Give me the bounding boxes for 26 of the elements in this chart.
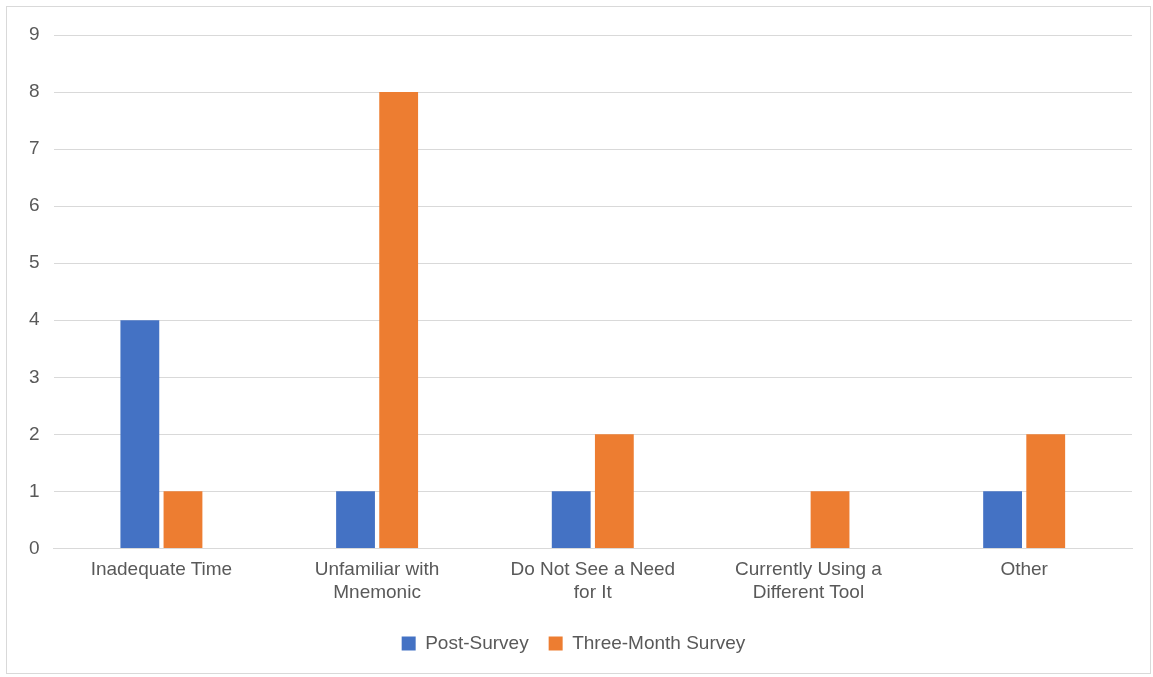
y-tick-label: 7 (28, 137, 40, 159)
y-tick-label: 3 (28, 365, 40, 387)
y-tick-label: 9 (28, 23, 40, 45)
y-tick-label: 4 (28, 308, 40, 330)
x-tick-label: Other (1000, 558, 1049, 580)
bar (1026, 434, 1066, 548)
legend-label: Post-Survey (425, 631, 530, 653)
bar (594, 434, 634, 548)
x-tick-label: Inadequate Time (90, 558, 233, 580)
y-tick-label: 2 (28, 422, 40, 444)
y-tick-label: 5 (28, 251, 40, 273)
bar (551, 491, 591, 548)
legend-label: Three-Month Survey (572, 631, 746, 653)
y-tick-label: 8 (28, 80, 40, 102)
y-tick-label: 6 (28, 194, 40, 216)
bar (120, 320, 160, 548)
y-tick-label: 1 (28, 479, 40, 501)
x-tick-label: Do Not See a Need for It (510, 558, 676, 602)
bar (810, 491, 850, 548)
bar (379, 92, 419, 548)
bar (163, 491, 203, 548)
y-tick-label: 0 (28, 536, 40, 558)
x-tick-label: Unfamiliar with Mnemonic (314, 558, 440, 602)
bar (983, 491, 1022, 548)
x-tick-label: Currently Using a Different Tool (735, 558, 883, 602)
bar (336, 491, 375, 548)
